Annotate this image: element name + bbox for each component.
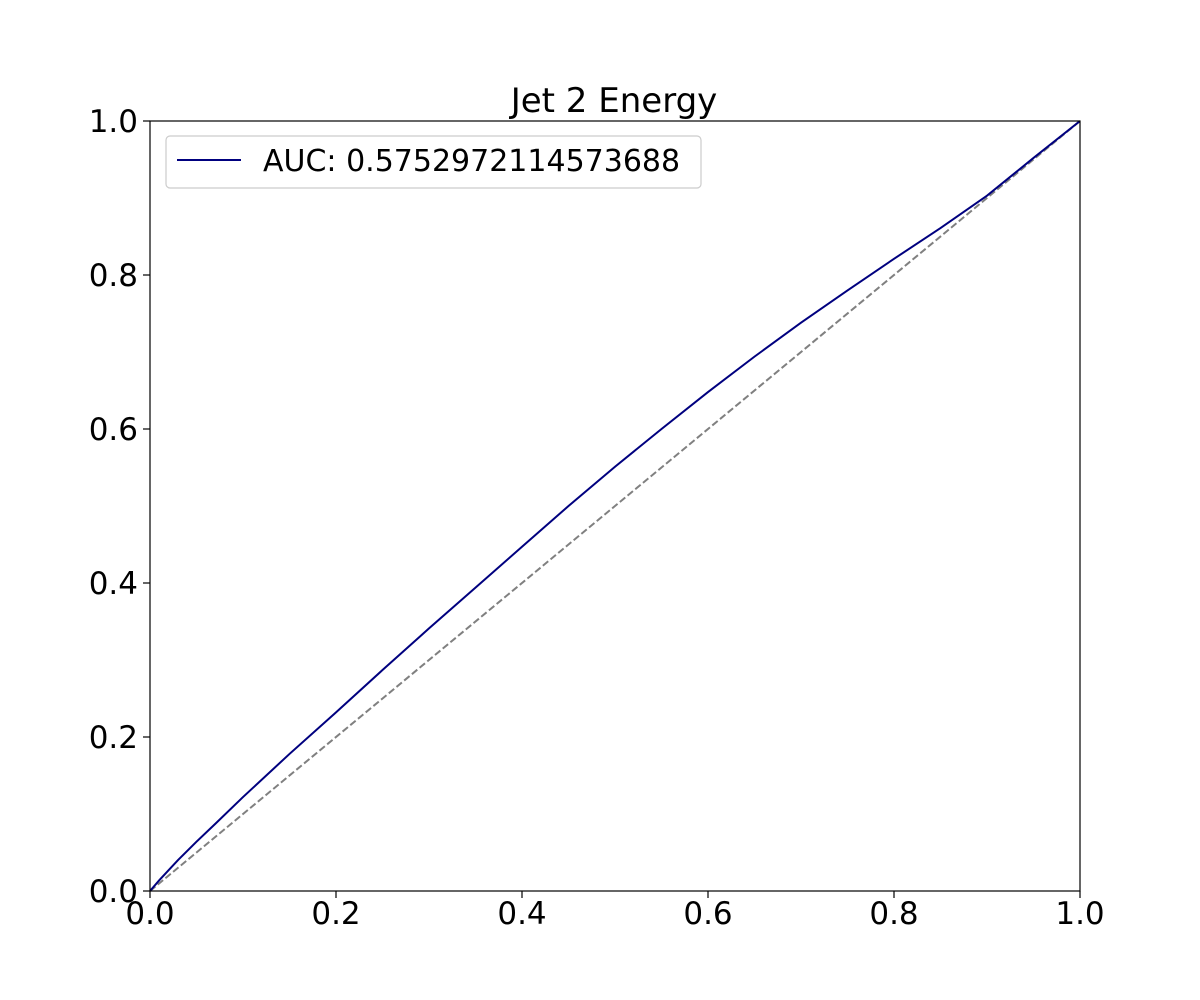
legend: AUC: 0.5752972114573688 (165, 135, 702, 189)
x-tick-label: 0.2 (311, 896, 360, 932)
y-tick-label: 1.0 (89, 104, 138, 140)
y-axis: 0.0 0.2 0.4 0.6 0.8 1.0 (89, 104, 150, 910)
legend-box (165, 135, 702, 189)
y-tick-label: 0.6 (89, 412, 138, 448)
x-tick-label: 0.8 (869, 896, 918, 932)
y-tick-label: 0.4 (89, 566, 138, 602)
x-tick-label: 1.0 (1055, 896, 1104, 932)
chance-diagonal-line (149, 120, 1081, 892)
plot-frame (149, 120, 1081, 892)
series-layer (149, 120, 1081, 892)
legend-label: AUC: 0.5752972114573688 (263, 144, 680, 179)
x-axis: 0.0 0.2 0.4 0.6 0.8 1.0 (125, 891, 1105, 932)
y-tick-label: 0.8 (89, 258, 138, 294)
x-tick-label: 0.4 (497, 896, 546, 932)
roc-curve-line (149, 120, 1081, 892)
y-tick-label: 0.0 (89, 874, 138, 910)
x-tick-label: 0.0 (125, 896, 174, 932)
y-tick-label: 0.2 (89, 720, 138, 756)
chart-title: Jet 2 Energy (509, 81, 718, 121)
x-tick-label: 0.6 (683, 896, 732, 932)
